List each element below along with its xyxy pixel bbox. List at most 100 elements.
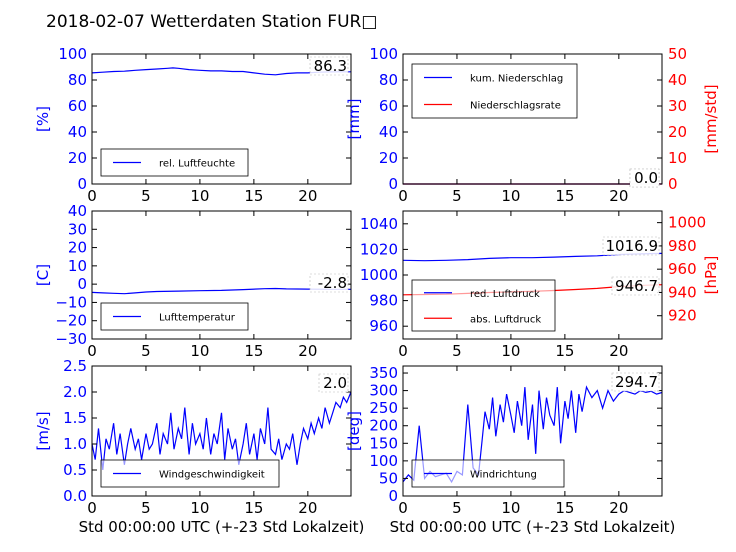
y-tick-label: 100 xyxy=(58,45,87,63)
y-axis-label: [C] xyxy=(34,264,52,286)
y2-tick-label: 980 xyxy=(668,237,697,255)
legend-label: Lufttemperatur xyxy=(159,313,236,324)
y-axis-label: [mm] xyxy=(345,99,363,140)
x-tick-label: 15 xyxy=(555,499,574,517)
y-tick-label: 0 xyxy=(388,487,398,505)
y-tick-label: 2.5 xyxy=(63,357,87,375)
y-tick-label: 60 xyxy=(68,97,87,115)
x-tick-label: 0 xyxy=(87,499,97,517)
x-tick-label: 20 xyxy=(609,342,628,360)
latest-value-box xyxy=(611,372,660,392)
y-tick-label: 60 xyxy=(379,97,398,115)
y-tick-label: −30 xyxy=(55,330,87,348)
y-tick-label: 20 xyxy=(68,149,87,167)
y-tick-label: 1020 xyxy=(360,240,398,258)
x-tick-label: 0 xyxy=(87,187,97,205)
y-tick-label: 0 xyxy=(77,175,87,193)
plot-frame xyxy=(91,365,352,497)
x-tick-label: 0 xyxy=(87,342,97,360)
y-tick-label: 40 xyxy=(379,123,398,141)
y2-tick-label: 920 xyxy=(668,307,697,325)
latest-value-box xyxy=(309,56,349,76)
y-tick-label: 2.0 xyxy=(63,383,87,401)
legend: Windrichtung xyxy=(411,459,565,488)
x-tick-label: 5 xyxy=(452,187,462,205)
x-tick-label: 15 xyxy=(555,342,574,360)
y-tick-label: 30 xyxy=(68,220,87,238)
x-tick-label: 10 xyxy=(190,499,209,517)
y-tick-label: 0.0 xyxy=(63,487,87,505)
y-tick-label: 300 xyxy=(369,382,398,400)
y2-tick-label: 10 xyxy=(668,149,687,167)
y2-tick-label: 0 xyxy=(668,175,678,193)
legend-label: Windrichtung xyxy=(470,470,537,481)
chart-panel-p2: 0 5 10 15 20 0 20 40 60 80 100 0 10 20 30 40 50 [mm] [mm/s… xyxy=(345,45,720,205)
y-tick-label: 250 xyxy=(369,399,398,417)
x-tick-label: 10 xyxy=(501,342,520,360)
y-tick-label: 50 xyxy=(379,469,398,487)
plot-frame xyxy=(91,210,352,340)
x-tick-label: 20 xyxy=(298,499,317,517)
y-tick-label: −10 xyxy=(55,293,87,311)
figure-title: 2018-02-07 Wetterdaten Station FUR□ xyxy=(46,12,377,32)
chart-panel-p4: 0 5 10 15 20 960 980 1000 1020 1040 920 940 960 980 10… xyxy=(360,210,720,360)
series-line-Lufttemperatur xyxy=(91,287,351,295)
chart-panel-p1: 0 5 10 15 20 0 20 40 60 80 100 [%] rel. Luftfeuchte 8… xyxy=(34,45,352,205)
x-tick-label: 15 xyxy=(244,499,263,517)
latest-value-box xyxy=(318,373,349,393)
x-tick-label: 0 xyxy=(398,187,408,205)
x-tick-label: 5 xyxy=(452,342,462,360)
x-axis-label: Std 00:00:00 UTC (+-23 Std Lokalzeit) xyxy=(79,518,365,536)
y-tick-label: 80 xyxy=(379,71,398,89)
x-tick-label: 20 xyxy=(298,342,317,360)
plot-frame xyxy=(402,53,663,185)
x-axis-label: Std 00:00:00 UTC (+-23 Std Lokalzeit) xyxy=(390,518,676,536)
x-tick-label: 15 xyxy=(555,187,574,205)
plot-frame xyxy=(91,53,352,185)
latest-value-label: 946.7 xyxy=(615,277,658,295)
y-tick-label: 150 xyxy=(369,434,398,452)
y-tick-label: 100 xyxy=(369,452,398,470)
x-tick-label: 10 xyxy=(501,499,520,517)
legend: red. Luftdruck abs. Luftdruck xyxy=(411,279,556,332)
y-tick-label: 1.0 xyxy=(63,435,87,453)
y2-tick-label: 940 xyxy=(668,283,697,301)
y-tick-label: 80 xyxy=(68,71,87,89)
latest-value-label: -2.8 xyxy=(318,274,347,292)
latest-value-box xyxy=(602,236,660,256)
x-tick-label: 20 xyxy=(298,187,317,205)
legend-label: red. Luftdruck xyxy=(470,289,540,300)
plot-frame xyxy=(402,365,663,497)
y-axis-label: [m/s] xyxy=(34,411,52,450)
y-tick-label: 40 xyxy=(68,123,87,141)
y-tick-label: 1040 xyxy=(360,215,398,233)
latest-value-label: 1016.9 xyxy=(606,237,659,255)
y-tick-label: 0 xyxy=(77,275,87,293)
latest-value-box xyxy=(309,273,349,293)
x-tick-label: 10 xyxy=(501,187,520,205)
x-tick-label: 15 xyxy=(244,187,263,205)
chart-panel-p3: 0 5 10 15 20−30−20−10010203040[C]Lufttempera… xyxy=(34,202,352,360)
latest-value-box xyxy=(611,276,660,296)
y2-axis-label: [hPa] xyxy=(702,256,720,295)
latest-value-label: 86.3 xyxy=(314,57,347,75)
latest-value-label: 0.0 xyxy=(634,169,658,187)
y-tick-label: 1.5 xyxy=(63,409,87,427)
series-line-Windgeschwindigkeit xyxy=(91,391,352,471)
legend-label: Windgeschwindigkeit xyxy=(159,470,265,481)
x-tick-label: 10 xyxy=(190,187,209,205)
y-tick-label: 1000 xyxy=(360,266,398,284)
y2-tick-label: 960 xyxy=(668,260,697,278)
y-tick-label: 350 xyxy=(369,364,398,382)
x-tick-label: 5 xyxy=(141,187,151,205)
y-tick-label: 0 xyxy=(388,175,398,193)
legend: rel. Luftfeuchte xyxy=(100,148,249,177)
latest-value-label: 294.7 xyxy=(615,373,658,391)
y-tick-label: 40 xyxy=(68,202,87,220)
y2-tick-label: 20 xyxy=(668,123,687,141)
y-tick-label: 0.5 xyxy=(63,461,87,479)
x-tick-label: 20 xyxy=(609,187,628,205)
y-tick-label: 980 xyxy=(369,292,398,310)
y-tick-label: −20 xyxy=(55,312,87,330)
